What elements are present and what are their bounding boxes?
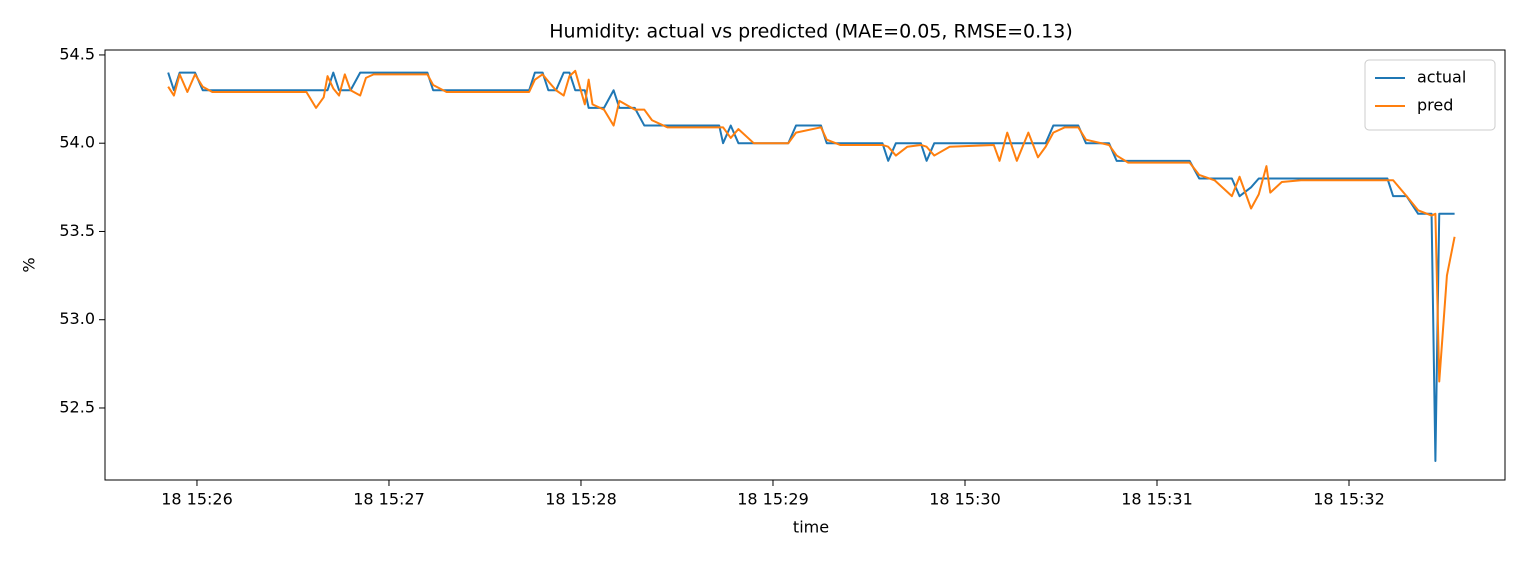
y-tick-label: 52.5 bbox=[59, 397, 95, 416]
legend-label: actual bbox=[1417, 68, 1466, 87]
y-tick-label: 53.5 bbox=[59, 221, 95, 240]
y-tick-label: 54.0 bbox=[59, 133, 95, 152]
data-line bbox=[167, 69, 1456, 383]
x-tick-label: 18 15:30 bbox=[929, 490, 1001, 509]
legend-label: pred bbox=[1417, 96, 1453, 115]
y-tick-label: 54.5 bbox=[59, 44, 95, 63]
x-axis-label: time bbox=[793, 518, 829, 537]
x-tick-label: 18 15:31 bbox=[1121, 490, 1193, 509]
plot-frame bbox=[104, 49, 1506, 481]
y-tick-label: 53.0 bbox=[59, 309, 95, 328]
x-tick-label: 18 15:28 bbox=[545, 490, 617, 509]
y-axis-label: % bbox=[20, 257, 39, 272]
x-tick-label: 18 15:29 bbox=[737, 490, 809, 509]
chart-title: Humidity: actual vs predicted (MAE=0.05,… bbox=[549, 21, 1073, 43]
x-tick-label: 18 15:27 bbox=[353, 490, 425, 509]
x-tick-label: 18 15:32 bbox=[1313, 490, 1385, 509]
x-tick-label: 18 15:26 bbox=[161, 490, 233, 509]
